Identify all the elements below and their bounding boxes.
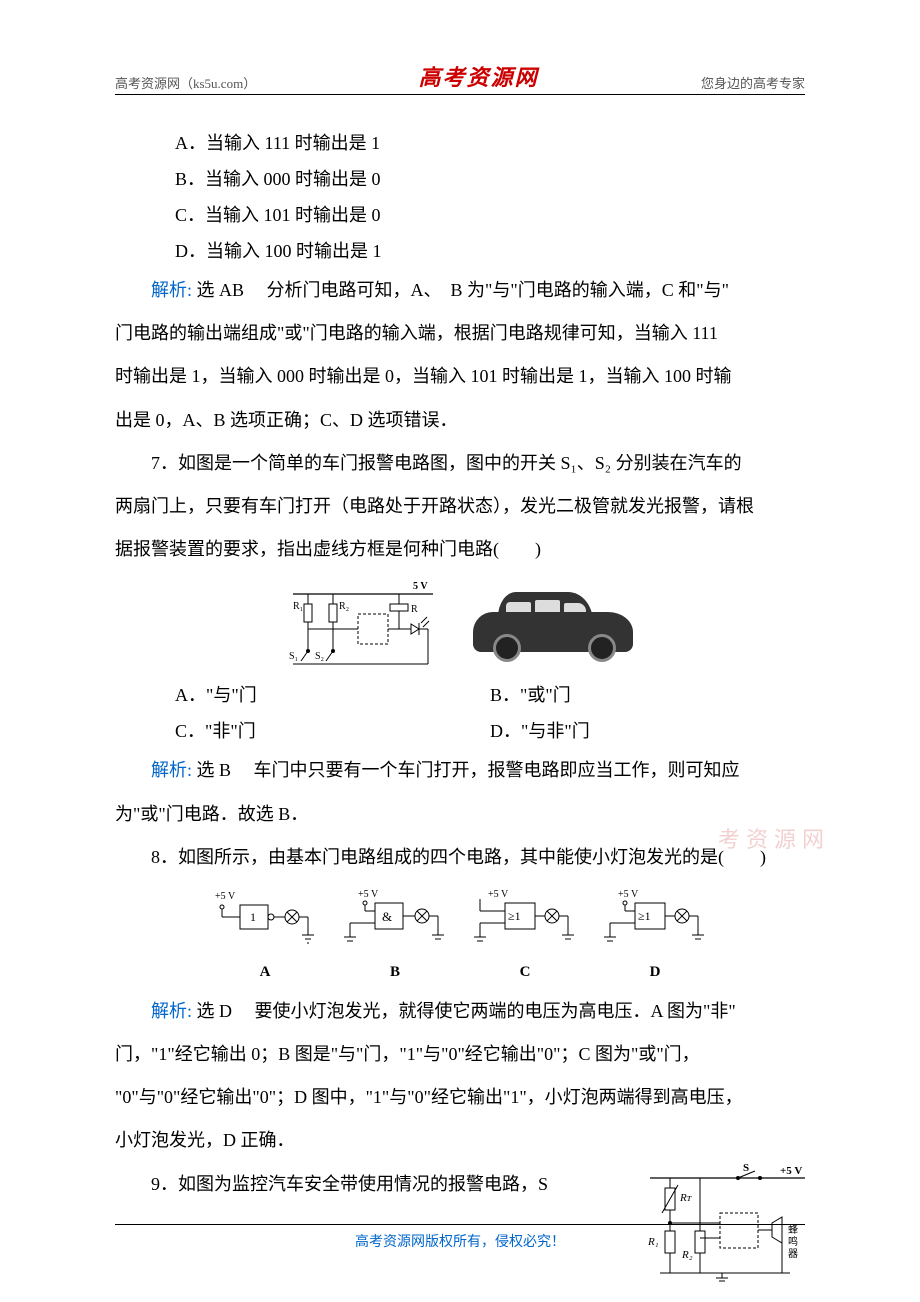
q7-options-row2: C．"非"门 D．"与非"门 (115, 713, 805, 749)
q8-solution-line2: 门，"1"经它输出 0；B 图是"与"门，"1"与"0"经它输出"0"；C 图为… (115, 1033, 805, 1076)
q7-option-a: A．"与"门 (175, 677, 490, 713)
q8-diagram-labels: A B C D (115, 954, 805, 990)
q8-diagram-a: +5 V 1 (210, 887, 320, 952)
solution-text: 分析门电路可知，A、 B 为"与"门电路的输入端，C 和"与" (249, 280, 729, 300)
solution-answer: 选 D (197, 1001, 233, 1021)
q7-solution-line1: 解析: 选 B 车门中只要有一个车门打开，报警电路即应当工作，则可知应 (115, 749, 805, 792)
svg-text:S₂: S₂ (315, 651, 324, 662)
q8-label-d: D (600, 954, 710, 990)
svg-text:R₂: R₂ (681, 1249, 693, 1261)
q7-options-row1: A．"与"门 B．"或"门 (115, 677, 805, 713)
svg-text:≥1: ≥1 (638, 909, 651, 923)
svg-text:+5 V: +5 V (780, 1165, 802, 1177)
q7-stem-line1: 7．如图是一个简单的车门报警电路图，图中的开关 S₁、S₂ 分别装在汽车的 (115, 442, 805, 485)
header-source: 高考资源网（ks5u.com） (115, 73, 256, 92)
q7-figure-row: 5 V R₁ R₂ S₁ (115, 579, 805, 669)
header-slogan: 您身边的高考专家 (701, 73, 805, 92)
q7-solution-line2: 为"或"门电路．故选 B． (115, 793, 805, 836)
q8-diagram-c: +5 V ≥1 (470, 887, 580, 952)
q8-solution-line3: "0"与"0"经它输出"0"；D 图中，"1"与"0"经它输出"1"，小灯泡两端… (115, 1076, 805, 1119)
svg-text:+5 V: +5 V (358, 889, 379, 900)
svg-text:Rᴛ: Rᴛ (679, 1192, 692, 1204)
q6-solution-line2: 门电路的输出端组成"或"门电路的输入端，根据门电路规律可知，当输入 111 (115, 312, 805, 355)
q6-option-c: C．当输入 101 时输出是 0 (115, 197, 805, 233)
q6-solution-line1: 解析: 选 AB 分析门电路可知，A、 B 为"与"门电路的输入端，C 和"与" (115, 269, 805, 312)
q8-solution-line1: 解析: 选 D 要使小灯泡发光，就得使它两端的电压为高电压．A 图为"非" (115, 990, 805, 1033)
q6-solution-line4: 出是 0，A、B 选项正确；C、D 选项错误． (115, 399, 805, 442)
solution-text: 要使小灯泡发光，就得使它两端的电压为高电压．A 图为"非" (237, 1001, 736, 1021)
q6-option-b: B．当输入 000 时输出是 0 (115, 161, 805, 197)
q7-stem-line3: 据报警装置的要求，指出虚线方框是何种门电路( ) (115, 528, 805, 571)
q8-solution-line4: 小灯泡发光，D 正确． (115, 1119, 805, 1162)
solution-label: 解析: (151, 1001, 192, 1021)
document-body: A．当输入 111 时输出是 1 B．当输入 000 时输出是 0 C．当输入 … (115, 125, 805, 1206)
solution-answer: 选 AB (197, 280, 245, 300)
q8-diagrams-row: +5 V 1 (115, 887, 805, 952)
svg-text:R₁: R₁ (647, 1236, 659, 1248)
svg-text:蜂: 蜂 (788, 1223, 798, 1236)
q6-solution-line3: 时输出是 1，当输入 000 时输出是 0，当输入 101 时输出是 1，当输入… (115, 355, 805, 398)
svg-text:&: & (382, 909, 392, 924)
q8-label-b: B (340, 954, 450, 990)
svg-text:器: 器 (788, 1248, 798, 1260)
q7-option-c: C．"非"门 (175, 713, 490, 749)
q8-label-a: A (210, 954, 320, 990)
q9-container: 9．如图为监控汽车安全带使用情况的报警电路，S +5 V S Rᴛ (115, 1163, 805, 1206)
page-header: 高考资源网（ks5u.com） 高考资源网 您身边的高考专家 (115, 60, 805, 95)
q7-car-image (468, 587, 638, 662)
svg-text:鸣: 鸣 (788, 1235, 798, 1248)
q8-diagram-b: +5 V & (340, 887, 450, 952)
q8-label-c: C (470, 954, 580, 990)
q6-option-a: A．当输入 111 时输出是 1 (115, 125, 805, 161)
solution-text: 车门中只要有一个车门打开，报警电路即应当工作，则可知应 (236, 760, 740, 780)
voltage-label: +5 V (215, 891, 236, 902)
svg-text:+5 V: +5 V (488, 889, 509, 900)
solution-answer: 选 B (197, 760, 232, 780)
q8-stem: 8．如图所示，由基本门电路组成的四个电路，其中能使小灯泡发光的是( ) (115, 836, 805, 879)
svg-text:R₂: R₂ (339, 601, 349, 612)
q7-stem-line2: 两扇门上，只要有车门打开（电路处于开路状态），发光二极管就发光报警，请根 (115, 485, 805, 528)
q7-option-b: B．"或"门 (490, 677, 805, 713)
svg-text:1: 1 (250, 910, 256, 924)
q6-option-d: D．当输入 100 时输出是 1 (115, 233, 805, 269)
svg-text:R: R (411, 604, 418, 615)
svg-text:+5 V: +5 V (618, 889, 639, 900)
svg-text:S: S (743, 1163, 749, 1174)
q8-diagram-d: +5 V ≥1 (600, 887, 710, 952)
header-brand: 高考资源网 (419, 60, 539, 92)
solution-label: 解析: (151, 760, 192, 780)
svg-text:R₁: R₁ (293, 601, 303, 612)
q7-circuit-diagram: 5 V R₁ R₂ S₁ (283, 579, 438, 669)
q9-circuit-diagram: +5 V S Rᴛ R₁ (640, 1163, 815, 1283)
q7-option-d: D．"与非"门 (490, 713, 805, 749)
solution-label: 解析: (151, 280, 192, 300)
svg-text:≥1: ≥1 (508, 909, 521, 923)
voltage-label: 5 V (413, 581, 428, 592)
svg-text:S₁: S₁ (289, 651, 298, 662)
